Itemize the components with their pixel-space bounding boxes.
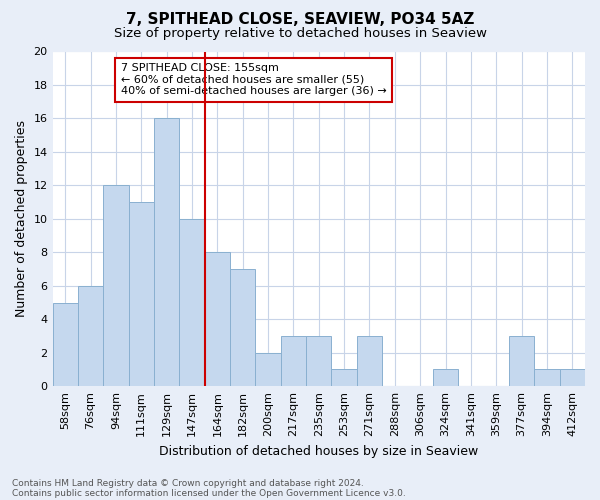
Bar	[256, 352, 281, 386]
Text: Contains public sector information licensed under the Open Government Licence v3: Contains public sector information licen…	[12, 488, 406, 498]
Text: Contains HM Land Registry data © Crown copyright and database right 2024.: Contains HM Land Registry data © Crown c…	[12, 478, 364, 488]
Bar	[53, 302, 78, 386]
Bar	[230, 269, 256, 386]
Bar	[357, 336, 382, 386]
Bar	[534, 370, 560, 386]
Bar	[433, 370, 458, 386]
Bar	[103, 186, 128, 386]
Bar	[331, 370, 357, 386]
Bar	[154, 118, 179, 386]
Bar	[509, 336, 534, 386]
Bar	[78, 286, 103, 386]
Bar	[179, 219, 205, 386]
Y-axis label: Number of detached properties: Number of detached properties	[15, 120, 28, 318]
X-axis label: Distribution of detached houses by size in Seaview: Distribution of detached houses by size …	[159, 444, 478, 458]
Text: 7 SPITHEAD CLOSE: 155sqm
← 60% of detached houses are smaller (55)
40% of semi-d: 7 SPITHEAD CLOSE: 155sqm ← 60% of detach…	[121, 63, 387, 96]
Bar	[128, 202, 154, 386]
Bar	[281, 336, 306, 386]
Bar	[560, 370, 585, 386]
Text: 7, SPITHEAD CLOSE, SEAVIEW, PO34 5AZ: 7, SPITHEAD CLOSE, SEAVIEW, PO34 5AZ	[126, 12, 474, 28]
Bar	[306, 336, 331, 386]
Text: Size of property relative to detached houses in Seaview: Size of property relative to detached ho…	[113, 28, 487, 40]
Bar	[205, 252, 230, 386]
